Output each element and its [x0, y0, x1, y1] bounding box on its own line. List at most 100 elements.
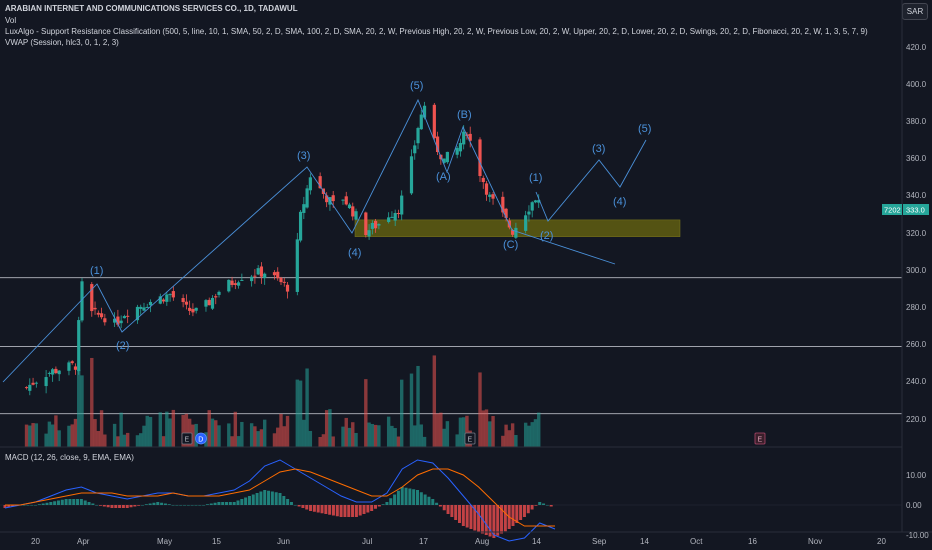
candle	[318, 176, 322, 189]
macd-histogram-bar	[270, 491, 274, 505]
volume-bar	[70, 424, 74, 447]
volume-bar	[354, 432, 358, 447]
indicator-vwap-label[interactable]: VWAP (Session, hlc3, 0, 1, 2, 3)	[5, 38, 119, 47]
event-marker[interactable]: E	[464, 432, 476, 445]
macd-histogram-bar	[148, 503, 152, 505]
macd-histogram-bar	[221, 502, 225, 505]
price-badge-bg	[903, 204, 929, 215]
macd-histogram-bar	[492, 505, 496, 538]
indicator-vol-label[interactable]: Vol	[5, 16, 17, 25]
wave-label: (4)	[348, 247, 361, 259]
macd-histogram-bar	[335, 505, 339, 517]
macd-histogram-bar	[404, 487, 408, 505]
macd-histogram-bar	[56, 500, 60, 505]
macd-histogram-bar	[400, 487, 404, 505]
volume-bar	[298, 380, 303, 447]
wave-label: (B)	[457, 109, 472, 121]
volume-bar	[416, 365, 420, 447]
macd-histogram-bar	[526, 505, 530, 514]
macd-histogram-bar	[373, 505, 377, 509]
volume-bar	[272, 433, 277, 447]
candle	[28, 384, 32, 391]
candle	[207, 299, 211, 306]
macd-histogram-bar	[385, 502, 389, 505]
volume-bar	[527, 425, 531, 447]
macd-histogram-bar	[259, 491, 263, 505]
candle	[354, 211, 358, 220]
volume-bar	[122, 434, 127, 447]
candle	[533, 200, 538, 203]
candle	[344, 196, 348, 205]
wave-label: (2)	[540, 230, 553, 242]
candle	[24, 387, 29, 389]
macd-histogram-bar	[141, 505, 144, 506]
volume-bar	[90, 357, 94, 447]
candle	[77, 320, 81, 372]
macd-histogram-bar	[389, 498, 393, 505]
candle	[442, 158, 446, 163]
wave-path	[2, 98, 616, 383]
price-tick: 280.0	[906, 303, 927, 312]
macd-histogram-bar	[396, 490, 400, 505]
time-label: Sep	[592, 537, 607, 546]
time-label: 14	[640, 537, 649, 546]
macd-histogram-bar	[351, 505, 355, 517]
macd-histogram-bar	[354, 505, 358, 517]
candle	[364, 212, 368, 236]
volume-bar	[24, 424, 29, 447]
volume-bar	[537, 412, 541, 447]
candle	[263, 273, 267, 279]
macd-histogram-bar	[175, 505, 179, 506]
volume-bar	[161, 436, 166, 447]
macd-histogram-bar	[286, 499, 290, 505]
indicator-luxalgo-label[interactable]: LuxAlgo - Support Resistance Classificat…	[5, 27, 868, 36]
candle	[240, 279, 244, 281]
event-marker[interactable]: E	[181, 432, 193, 445]
volume-bar	[50, 424, 55, 447]
macd-histogram-bar	[534, 505, 538, 506]
macd-histogram-bar	[255, 493, 259, 505]
macd-histogram-bar	[381, 504, 385, 505]
macd-histogram-bar	[26, 505, 30, 506]
volume-bar	[308, 430, 313, 447]
macd-histogram-bar	[232, 502, 236, 505]
macd-histogram-bar	[477, 505, 481, 532]
volume-bar	[488, 421, 492, 447]
volume-bar	[364, 379, 368, 447]
time-label: Jun	[277, 537, 290, 546]
volume-bar	[253, 426, 257, 447]
volume-bar	[168, 418, 172, 447]
volume-bar	[233, 411, 238, 447]
candle	[279, 277, 283, 283]
time-label: 17	[419, 537, 428, 546]
macd-histogram-bar	[156, 502, 160, 505]
time-label: 15	[212, 537, 221, 546]
volume-bar	[207, 410, 211, 447]
volume-bar	[57, 430, 61, 447]
price-tick: 340.0	[906, 191, 927, 200]
wave-label: (1)	[90, 265, 103, 277]
macd-histogram-bar	[442, 505, 446, 511]
volume-bar	[44, 433, 48, 447]
candle	[484, 183, 489, 195]
candle	[233, 283, 237, 285]
last-price-badge: 7202 333.0	[882, 204, 929, 215]
event-marker-upcoming[interactable]: E	[754, 432, 766, 445]
candle	[416, 128, 420, 144]
macd-label[interactable]: MACD (12, 26, close, 9, EMA, EMA)	[5, 453, 134, 462]
macd-histogram-bar	[522, 505, 526, 517]
macd-histogram-bar	[431, 499, 435, 505]
candle	[341, 199, 345, 201]
volume-bar	[142, 425, 146, 447]
dividend-marker[interactable]: D	[195, 432, 207, 445]
volume-bar	[181, 414, 185, 447]
volume-bar	[80, 375, 84, 447]
macd-histogram-bar	[133, 505, 137, 507]
candle	[530, 202, 534, 211]
macd-histogram-bar	[461, 505, 465, 526]
volume-bar	[119, 412, 123, 447]
candle	[135, 306, 140, 321]
candle	[468, 133, 472, 141]
volume-bar	[400, 379, 404, 447]
